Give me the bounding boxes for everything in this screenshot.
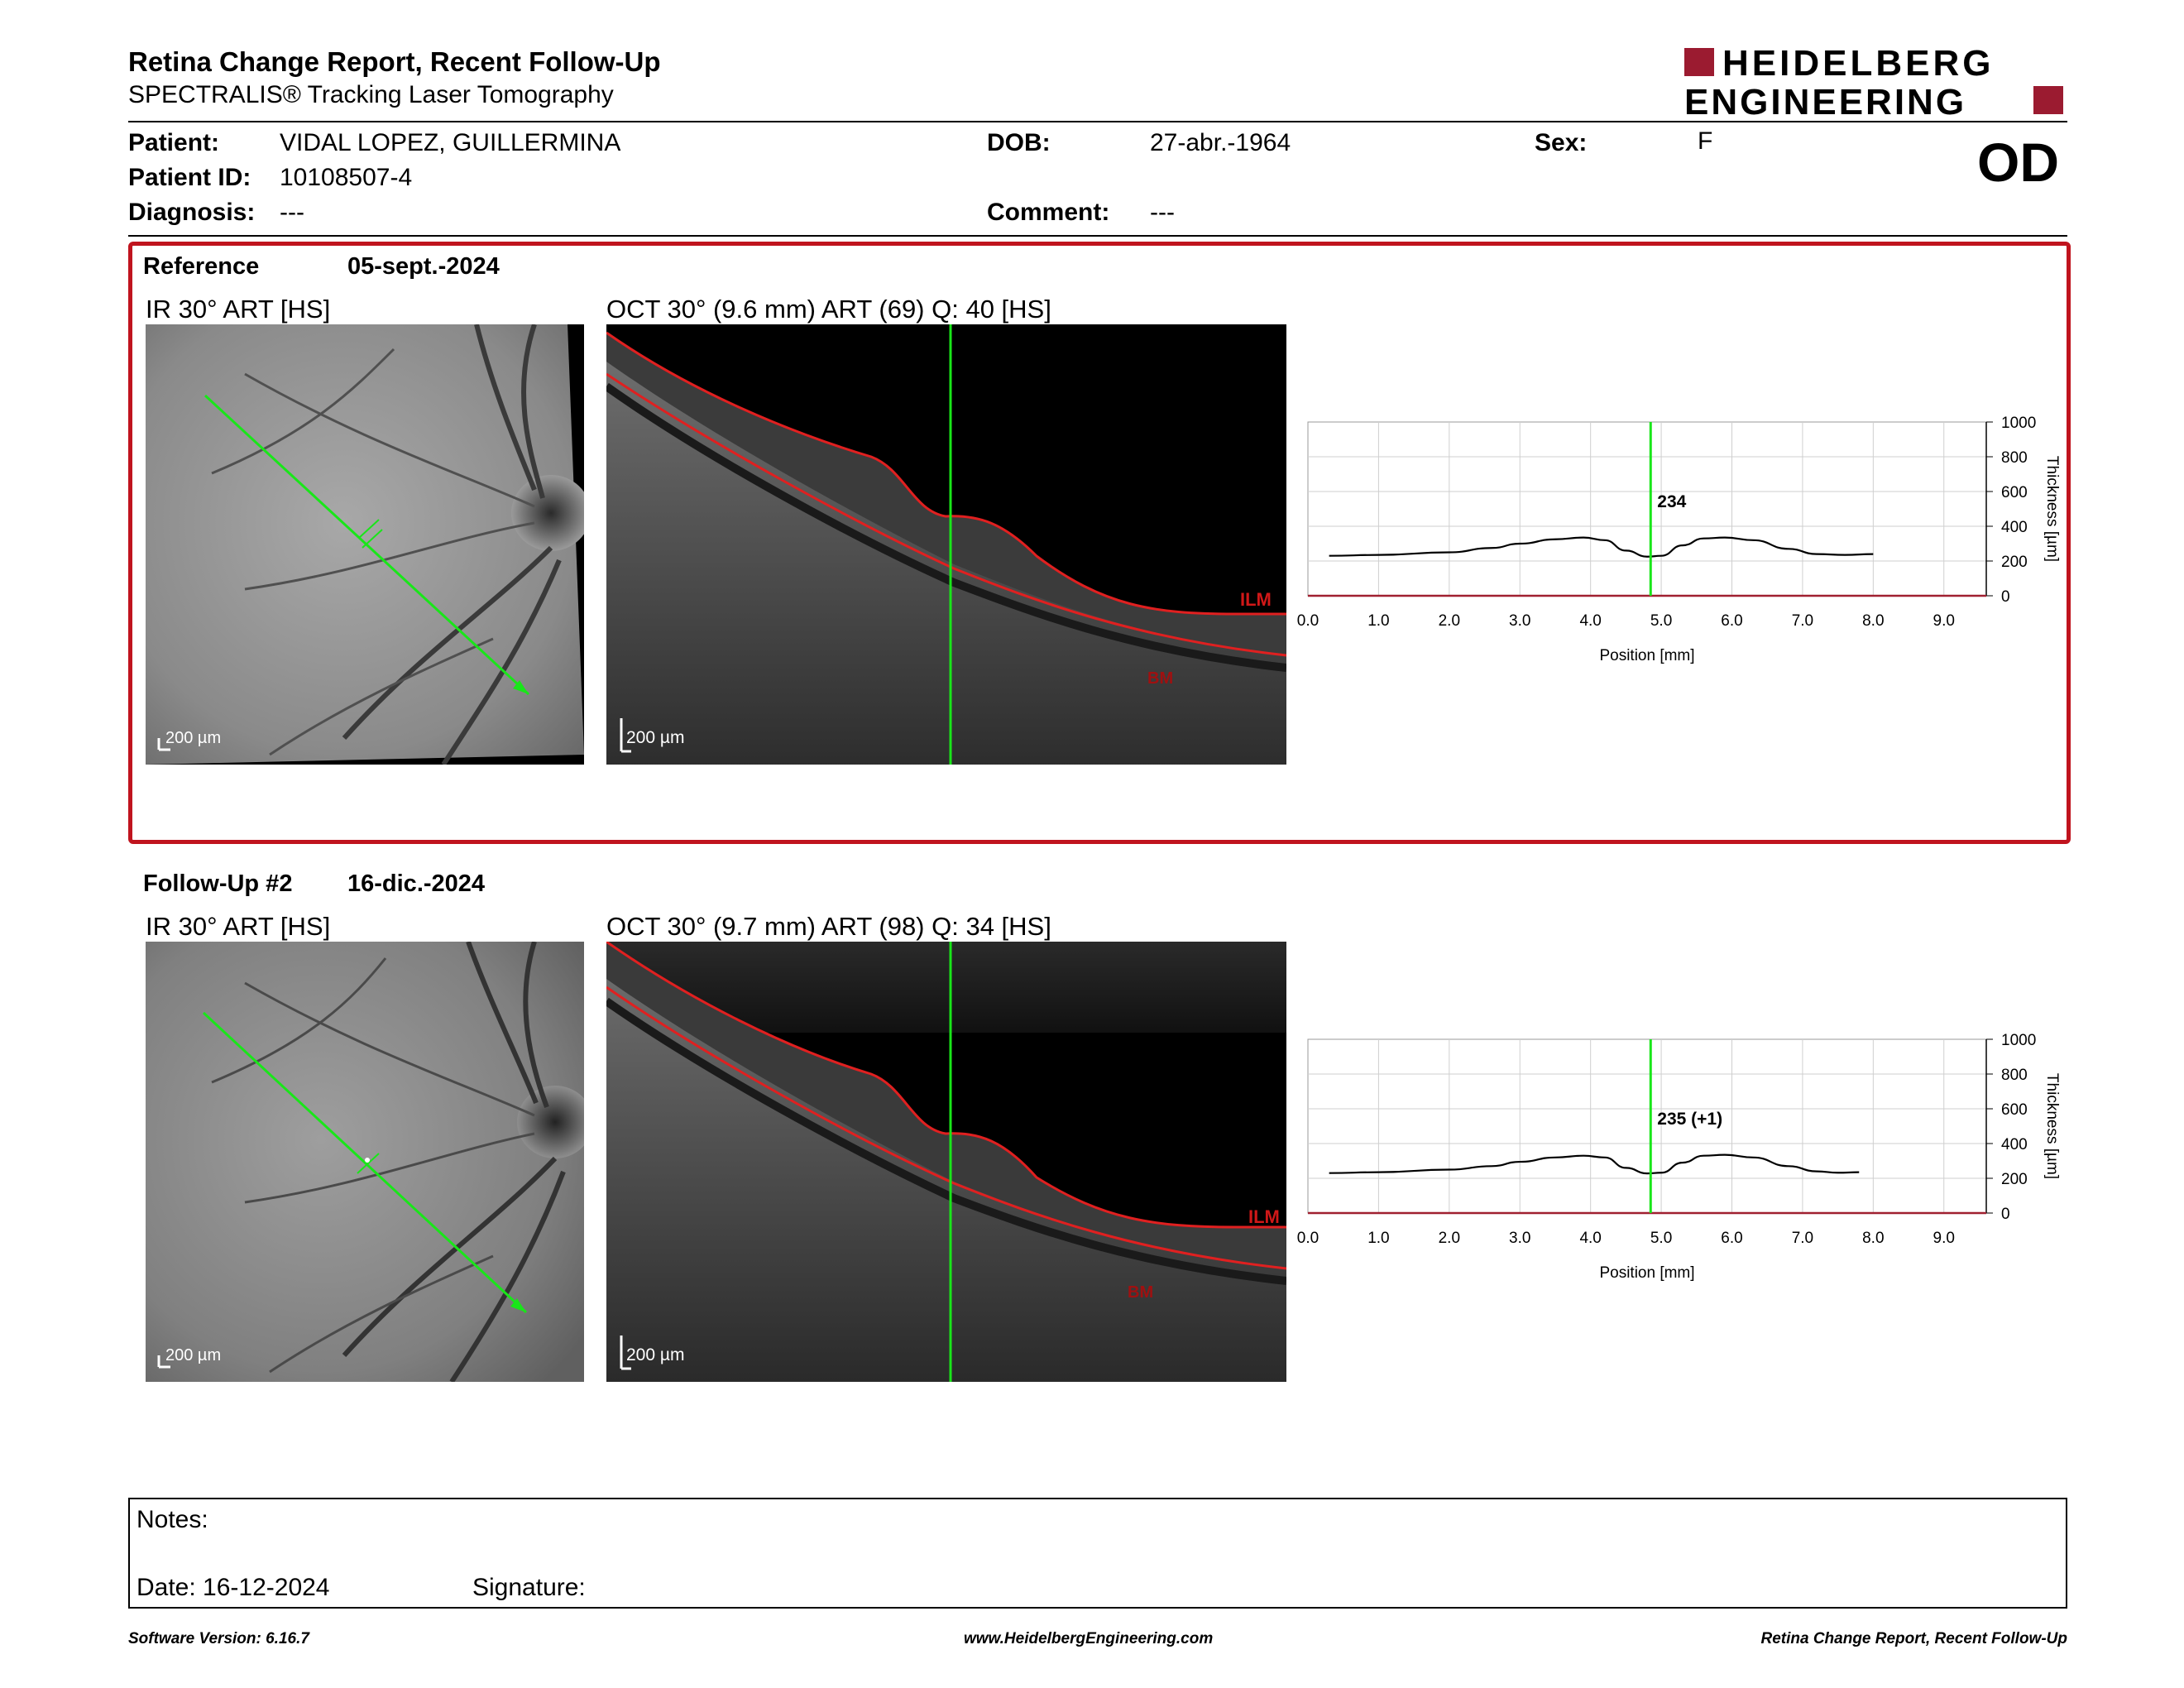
reference-oct-title: OCT 30° (9.6 mm) ART (69) Q: 40 [HS] — [606, 295, 1051, 324]
chart1-x-tick-label: 5.0 — [1650, 1230, 1672, 1247]
reference-oct-image: ILM BM 200 µm — [606, 324, 1286, 765]
notes-date: Date: 16-12-2024 — [136, 1574, 330, 1601]
followup-ir-title: IR 30° ART [HS] — [146, 912, 331, 941]
patient-label: Patient: — [128, 129, 220, 156]
followup-label: Follow-Up #2 — [143, 870, 293, 897]
followup-thickness-chart: 0.0 1.0 2.0 3.0 4.0 5.0 6.0 7.0 8.0 9.0 0 200 400 600… — [1297, 1032, 2061, 1282]
chart0-y-tick-label: 400 — [2001, 519, 2028, 536]
chart0-x-tick-label: 5.0 — [1650, 612, 1672, 630]
chart1-x-tick-label: 7.0 — [1792, 1230, 1813, 1247]
followup-date: 16-dic.-2024 — [347, 870, 486, 897]
eye-indicator: OD — [1977, 132, 2059, 193]
chart1-x-axis-label: Position [mm] — [1599, 1264, 1694, 1282]
footer-website: www.HeidelbergEngineering.com — [964, 1630, 1214, 1647]
chart0-x-tick-label: 7.0 — [1792, 612, 1813, 630]
patient-id: 10108507-4 — [280, 164, 413, 191]
reference-ilm-label: ILM — [1240, 589, 1272, 610]
chart1-y-tick-label: 1000 — [2001, 1032, 2036, 1049]
chart1-y-axis-label: Thickness [µm] — [2043, 1073, 2061, 1179]
report-subtitle: SPECTRALIS® Tracking Laser Tomography — [128, 81, 614, 108]
chart0-x-tick-label: 3.0 — [1509, 612, 1530, 630]
chart1-marker-value: 235 (+1) — [1657, 1110, 1722, 1129]
report-title: Retina Change Report, Recent Follow-Up — [128, 46, 661, 77]
chart1-y-tick-label: 400 — [2001, 1136, 2028, 1153]
chart1-x-tick-label: 9.0 — [1933, 1230, 1955, 1247]
chart0-marker-value: 234 — [1657, 492, 1686, 511]
patient-name: VIDAL LOPEZ, GUILLERMINA — [280, 129, 621, 156]
sex-value: F — [1698, 127, 1713, 155]
chart0-y-tick-label: 200 — [2001, 554, 2028, 571]
footer-report-name: Retina Change Report, Recent Follow-Up — [1760, 1630, 2067, 1647]
reference-thickness-chart: 0.0 1.0 2.0 3.0 4.0 5.0 6.0 7.0 8.0 9.0 0 200 400 600… — [1297, 415, 2061, 664]
chart0-x-tick-label: 9.0 — [1933, 612, 1955, 630]
chart0-y-tick-label: 800 — [2001, 449, 2028, 467]
chart0-x-tick-label: 1.0 — [1367, 612, 1389, 630]
header-divider — [128, 121, 2067, 122]
reference-bm-label: BM — [1147, 669, 1173, 688]
footer-software-version: Software Version: 6.16.7 — [128, 1630, 309, 1647]
patient-divider — [128, 235, 2067, 237]
chart0-y-tick-label: 600 — [2001, 484, 2028, 501]
followup-ir-image: 200 µm — [146, 942, 584, 1382]
signature-label: Signature: — [472, 1574, 586, 1601]
chart1-x-tick-label: 4.0 — [1579, 1230, 1601, 1247]
reference-label: Reference — [143, 253, 260, 280]
diagnosis-label: Diagnosis: — [128, 199, 256, 226]
reference-ir-title: IR 30° ART [HS] — [146, 295, 331, 324]
chart1-thickness-line — [1329, 1153, 1860, 1175]
followup-ilm-label: ILM — [1248, 1206, 1280, 1227]
followup-ir-scale: 200 µm — [165, 1346, 221, 1364]
dob-value: 27-abr.-1964 — [1150, 129, 1291, 156]
chart1-y-tick-label: 600 — [2001, 1101, 2028, 1119]
reference-ir-scale: 200 µm — [165, 729, 221, 747]
chart1-x-tick-label: 1.0 — [1367, 1230, 1389, 1247]
diagnosis-value: --- — [280, 199, 304, 226]
chart1-x-tick-label: 6.0 — [1721, 1230, 1742, 1247]
reference-frame — [128, 242, 2071, 844]
chart0-y-axis-label: Thickness [µm] — [2043, 456, 2061, 562]
heidelberg-logo: HEIDELBERG ENGINEERING — [1684, 43, 2063, 119]
chart0-x-tick-label: 8.0 — [1862, 612, 1884, 630]
chart0-thickness-line — [1329, 536, 1874, 558]
followup-oct-title: OCT 30° (9.7 mm) ART (98) Q: 34 [HS] — [606, 912, 1051, 941]
reference-ir-image: 200 µm — [146, 324, 584, 765]
chart1-y-tick-label: 800 — [2001, 1067, 2028, 1084]
chart0-x-tick-label: 0.0 — [1297, 612, 1319, 630]
logo-line1: HEIDELBERG — [1722, 43, 1994, 84]
notes-box: Notes: Date: 16-12-2024 Signature: — [128, 1498, 2067, 1609]
sex-label: Sex: — [1535, 129, 1588, 156]
followup-oct-scale: 200 µm — [626, 1345, 684, 1364]
comment-label: Comment: — [987, 199, 1110, 226]
reference-date: 05-sept.-2024 — [347, 253, 500, 280]
chart1-x-tick-label: 0.0 — [1297, 1230, 1319, 1247]
chart1-y-tick-label: 0 — [2001, 1206, 2010, 1223]
chart0-plot-area — [1307, 421, 1987, 597]
chart0-x-tick-label: 4.0 — [1579, 612, 1601, 630]
chart0-x-tick-label: 2.0 — [1439, 612, 1460, 630]
patient-id-label: Patient ID: — [128, 164, 251, 191]
chart1-plot-area — [1307, 1038, 1987, 1214]
comment-value: --- — [1150, 199, 1175, 226]
notes-label: Notes: — [136, 1506, 208, 1533]
followup-bm-label: BM — [1128, 1283, 1153, 1302]
dob-label: DOB: — [987, 129, 1051, 156]
chart1-x-tick-label: 2.0 — [1439, 1230, 1460, 1247]
chart1-x-tick-label: 3.0 — [1509, 1230, 1530, 1247]
reference-oct-scale: 200 µm — [626, 728, 684, 747]
chart0-x-axis-label: Position [mm] — [1599, 647, 1694, 664]
chart0-x-tick-label: 6.0 — [1721, 612, 1742, 630]
chart0-y-tick-label: 0 — [2001, 588, 2010, 606]
chart1-y-tick-label: 200 — [2001, 1171, 2028, 1188]
logo-line2: ENGINEERING — [1684, 82, 1966, 119]
chart1-x-tick-label: 8.0 — [1862, 1230, 1884, 1247]
chart0-y-tick-label: 1000 — [2001, 415, 2036, 432]
followup-oct-image: ILM BM 200 µm — [606, 942, 1286, 1382]
